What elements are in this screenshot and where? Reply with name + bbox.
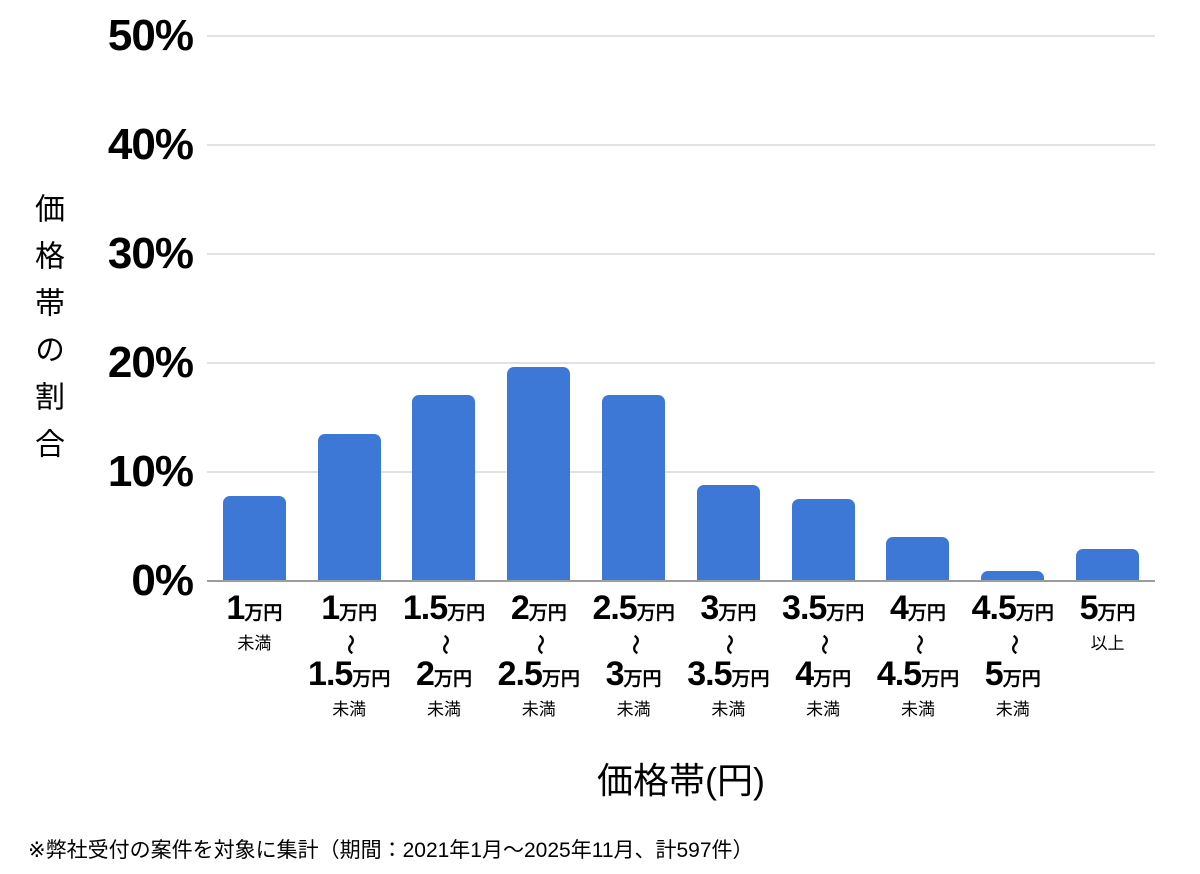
x-label-range-to: 3万円 [605,655,662,693]
tilde-separator: 〜 [812,634,835,655]
bar-slot [491,36,586,581]
gridline [207,471,1155,473]
x-category-label: 2.5万円〜 3万円未満 [586,589,681,720]
x-category-label: 2万円〜 2.5万円未満 [491,589,586,720]
x-category-label: 4.5万円〜 5万円未満 [965,589,1060,720]
x-label-range-to: 2万円 [416,655,472,693]
x-label-note: 以上 [1090,634,1125,653]
x-label-range-from: 1万円 [321,589,378,627]
bar-slot [586,36,681,581]
bar [791,499,855,581]
gridline [207,144,1155,146]
x-label-range-from: 3.5万円 [782,589,865,627]
y-tick-label: 0% [131,556,194,605]
x-label-note: 未満 [237,634,272,653]
y-tick-label: 10% [107,447,194,496]
bar-slot [776,36,871,581]
x-label-range-from: 4万円 [890,589,946,627]
x-label-note: 未満 [995,700,1030,719]
x-label-note: 未満 [711,700,746,719]
bar [696,485,760,581]
x-label-range-from: 3万円 [700,589,757,627]
x-label-range-from: 2.5万円 [592,589,675,627]
x-label-note: 未満 [521,700,556,719]
tilde-separator: 〜 [907,634,930,655]
x-category-label: 1.5万円〜 2万円未満 [397,589,492,720]
x-label-note: 未満 [426,700,461,719]
bar [602,394,666,581]
x-label-range-from: 2万円 [510,589,567,627]
x-category-label: 3万円〜 3.5万円未満 [681,589,776,720]
x-label-range-from: 1万円 [226,589,283,627]
x-axis-baseline [207,580,1155,582]
x-category-label: 3.5万円〜 4万円未満 [776,589,871,720]
x-category-label: 1万円未満 [207,589,302,720]
x-label-range-to: 4.5万円 [876,655,960,693]
gridline [207,253,1155,255]
tilde-separator: 〜 [1002,634,1025,655]
x-label-range-to: 5万円 [984,655,1041,693]
x-label-note: 未満 [900,700,935,719]
tilde-separator: 〜 [623,634,646,655]
bar [1076,549,1140,581]
x-category-label: 1万円〜 1.5万円未満 [302,589,397,720]
x-category-label: 5万円以上 [1060,589,1155,720]
y-tick-label: 30% [107,229,194,278]
x-label-note: 未満 [806,700,841,719]
x-label-range-from: 1.5万円 [402,589,486,627]
y-tick-label: 20% [107,338,194,387]
bar [412,394,476,581]
tilde-separator: 〜 [717,634,740,655]
x-axis-title: 価格帯(円) [597,760,765,801]
x-category-label: 4万円〜 4.5万円未満 [871,589,966,720]
bar-slot [302,36,397,581]
gridline [207,362,1155,364]
x-label-range-to: 1.5万円 [308,655,391,693]
bar [317,433,381,581]
bar-slot [871,36,966,581]
bar-slot [397,36,492,581]
bar-slot [965,36,1060,581]
x-label-range-from: 4.5万円 [971,589,1054,627]
bar [981,571,1045,581]
footnote: ※弊社受付の案件を対象に集計（期間：2021年1月〜2025年11月、計597件… [28,839,754,862]
bar [886,537,950,581]
bar-slot [207,36,302,581]
tilde-separator: 〜 [338,634,361,655]
bars-group [207,36,1155,581]
tilde-separator: 〜 [433,634,456,655]
y-tick-label: 50% [107,11,194,60]
x-label-range-to: 4万円 [795,655,852,693]
x-label-range-to: 3.5万円 [687,655,770,693]
bar-slot [681,36,776,581]
plot-area: 0% 10% 20% 30% 40% 50% 1万円 未満 1万円〜 1.5万円 未満 1.5万円〜 2… [108,14,1155,719]
y-tick-label: 40% [107,120,194,169]
y-axis-title: 価格帯の割合 [30,193,63,475]
bar [507,367,571,581]
bar-slot [1060,36,1155,581]
x-label-range-from: 5万円 [1079,589,1136,627]
bar [222,495,286,581]
tilde-separator: 〜 [528,634,551,655]
x-label-range-to: 2.5万円 [497,655,580,693]
x-label-note: 未満 [332,700,367,719]
gridline [207,35,1155,37]
x-labels-row: 1万円 未満 1万円〜 1.5万円 未満 1.5万円〜 2万円 未満 2万円〜 2.5万円 未満 2.… [207,589,1155,720]
x-label-note: 未満 [616,700,651,719]
